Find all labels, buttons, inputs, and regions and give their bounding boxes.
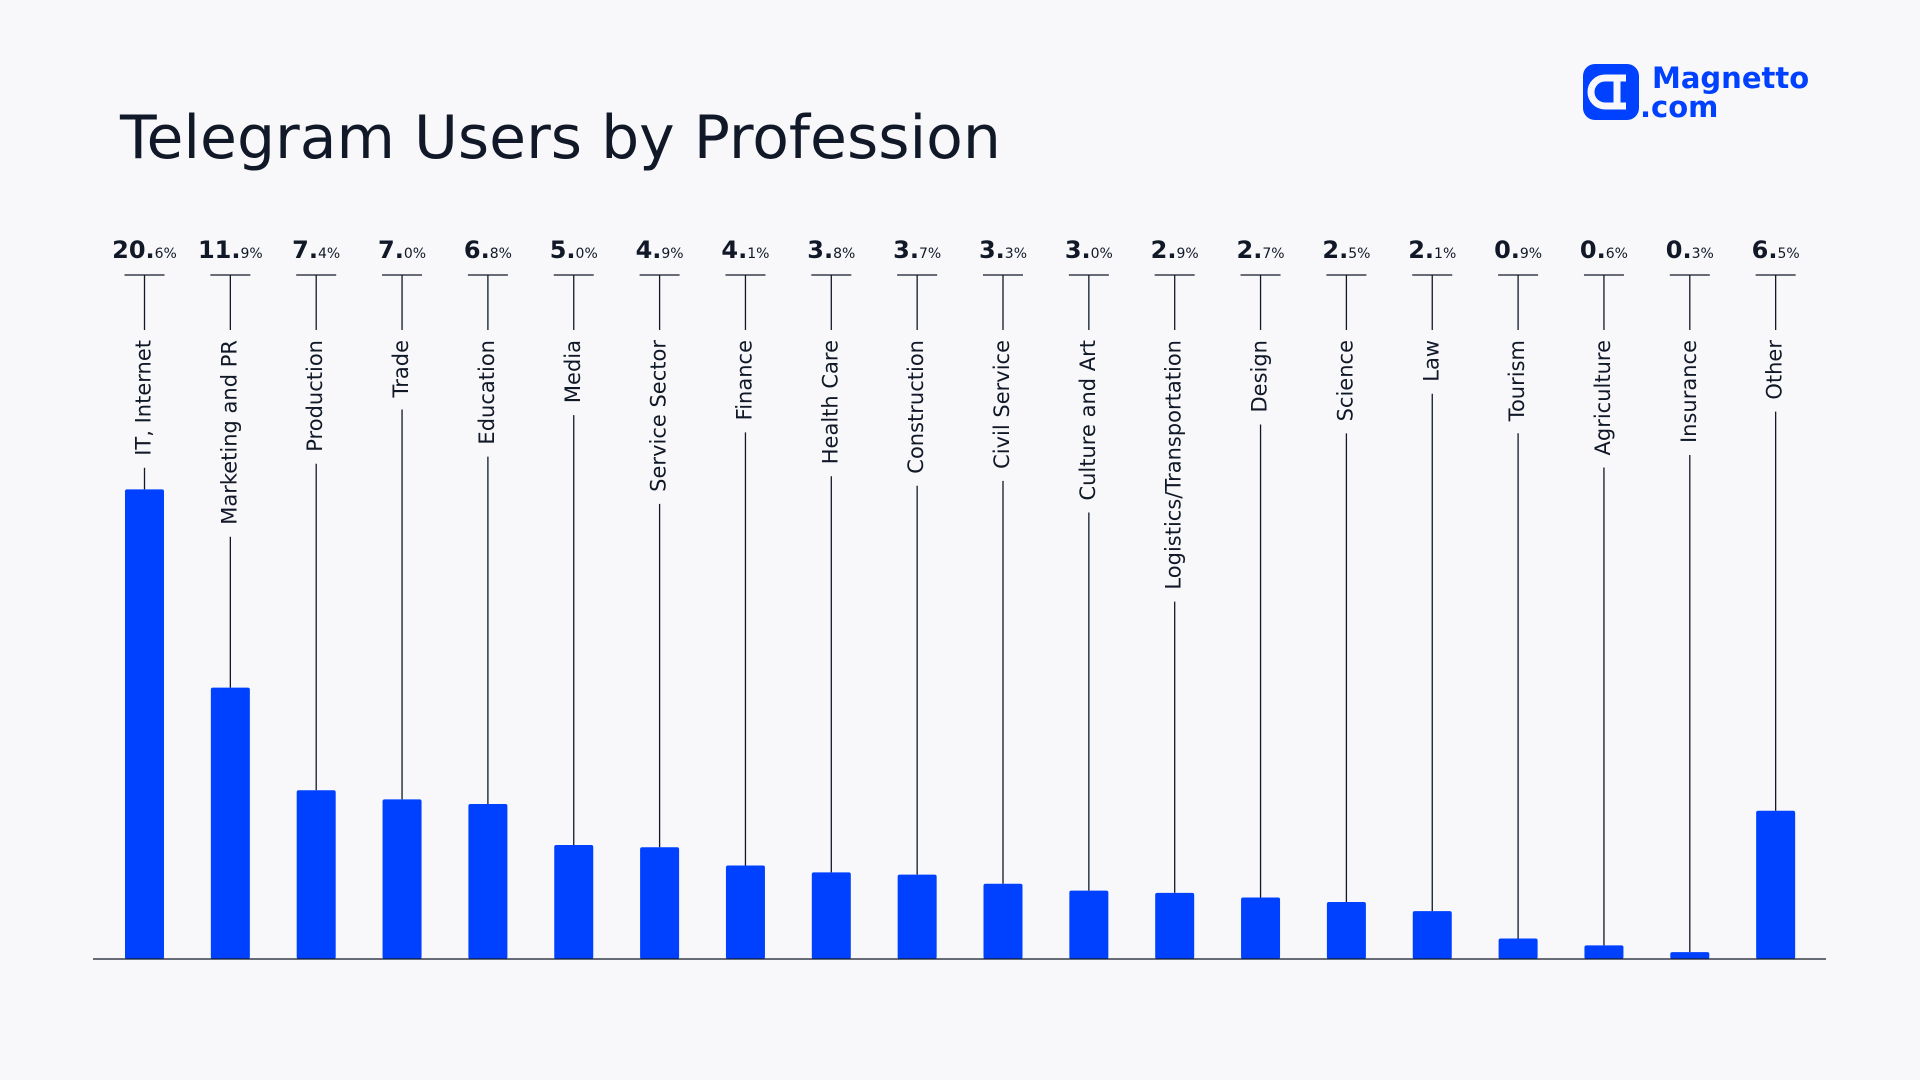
value-label: 4.1% — [721, 236, 769, 264]
bar — [725, 865, 765, 959]
value-label: 2.5% — [1322, 236, 1370, 264]
value-label: 20.6% — [112, 236, 177, 264]
value-label: 3.3% — [979, 236, 1027, 264]
category-label: Service Sector — [647, 340, 671, 492]
bar — [983, 883, 1023, 959]
bar — [1241, 897, 1281, 959]
bar — [296, 790, 336, 959]
value-label: 0.3% — [1666, 236, 1714, 264]
value-label: 0.9% — [1494, 236, 1542, 264]
category-label: Trade — [389, 340, 413, 399]
bar — [1584, 945, 1624, 959]
bar — [468, 803, 508, 959]
logo: Magnetto .com — [1583, 61, 1809, 124]
bar — [554, 845, 594, 959]
bar — [1069, 890, 1109, 959]
category-label: Media — [561, 340, 585, 403]
value-label: 2.7% — [1237, 236, 1285, 264]
chart-title: Telegram Users by Profession — [119, 103, 1001, 173]
value-label: 2.1% — [1408, 236, 1456, 264]
category-label: Design — [1248, 340, 1272, 413]
category-label: Agriculture — [1591, 340, 1615, 456]
bar — [1155, 892, 1195, 959]
value-label: 4.9% — [636, 236, 684, 264]
value-label: 6.5% — [1752, 236, 1800, 264]
value-label: 5.0% — [550, 236, 598, 264]
value-label: 3.8% — [807, 236, 855, 264]
bar — [125, 489, 164, 959]
bar — [1412, 911, 1452, 959]
category-label: Health Care — [818, 340, 842, 464]
value-label: 6.8% — [464, 236, 512, 264]
category-label: Logistics/Transportation — [1162, 340, 1186, 590]
bar — [1670, 952, 1710, 959]
bar — [811, 872, 851, 959]
bar — [382, 799, 422, 959]
category-label: Finance — [732, 340, 756, 420]
logo-glyph — [1587, 74, 1626, 110]
value-label: 7.4% — [292, 236, 340, 264]
category-label: Production — [303, 340, 327, 452]
bar — [640, 847, 680, 959]
category-label: Education — [475, 340, 499, 445]
value-label: 3.7% — [893, 236, 941, 264]
category-label: Other — [1763, 340, 1787, 400]
bar — [1756, 810, 1796, 959]
category-label: Insurance — [1677, 340, 1701, 443]
bar — [897, 874, 937, 959]
bar — [210, 687, 250, 959]
value-label: 0.6% — [1580, 236, 1628, 264]
logo-text: Magnetto — [1652, 61, 1809, 95]
category-label: Civil Service — [990, 340, 1014, 469]
category-label: Culture and Art — [1076, 340, 1100, 501]
logo-text: .com — [1640, 90, 1718, 124]
category-label: Tourism — [1505, 340, 1529, 422]
category-label: Law — [1419, 340, 1443, 382]
category-label: Construction — [904, 340, 928, 474]
value-label: 11.9% — [198, 236, 263, 264]
value-label: 3.0% — [1065, 236, 1113, 264]
value-label: 2.9% — [1151, 236, 1199, 264]
category-label: IT, Internet — [132, 340, 156, 456]
bar — [1498, 938, 1538, 959]
category-label: Science — [1333, 340, 1357, 421]
bar — [1326, 902, 1366, 959]
category-label: Marketing and PR — [217, 340, 241, 525]
value-label: 7.0% — [378, 236, 426, 264]
